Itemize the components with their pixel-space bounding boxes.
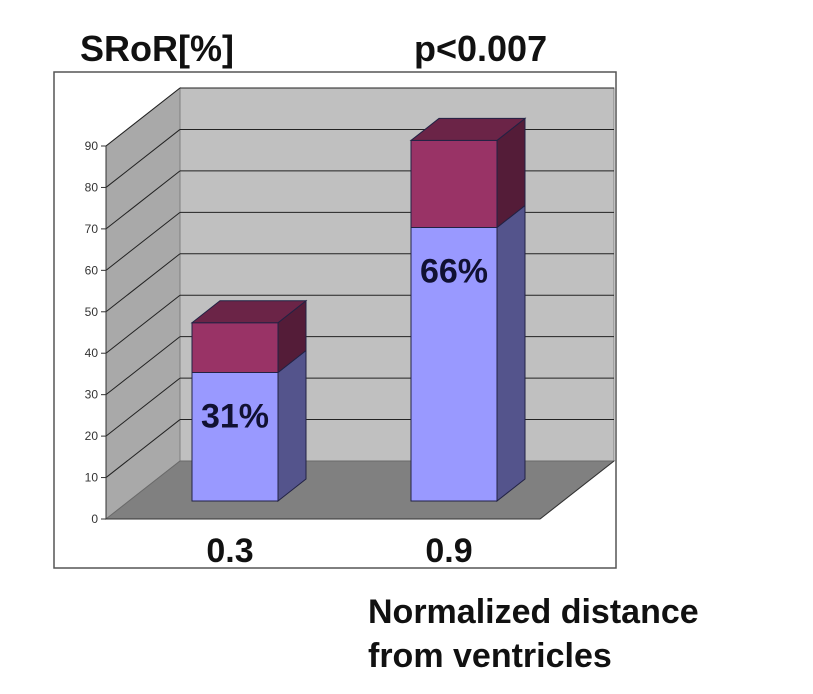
x-axis-title: Normalized distance from ventricles — [368, 590, 699, 678]
data-label: 66% — [420, 252, 488, 290]
chart-bars — [190, 117, 527, 503]
y-tick-label: 30 — [85, 388, 99, 402]
chart-walls — [104, 86, 616, 521]
x-axis-title-line2: from ventricles — [368, 637, 612, 675]
bar-0-lower-side — [277, 349, 307, 503]
chart-title: p<0.007 — [414, 28, 548, 69]
chart-labels: 31% 0.3 66% 0.9 — [201, 252, 488, 570]
bar-0-upper-top — [190, 300, 308, 324]
bar-0-upper-front — [191, 322, 279, 374]
y-tick-label: 0 — [91, 512, 98, 526]
chart-gridlines — [105, 87, 614, 478]
y-tick-label: 40 — [85, 346, 99, 360]
y-tick-label: 10 — [85, 471, 99, 485]
x-axis-depth-line — [539, 460, 615, 520]
gridline-side — [105, 253, 181, 313]
floor — [104, 460, 616, 520]
data-label: 31% — [201, 398, 269, 436]
gridline-side — [105, 377, 181, 437]
gridline-side — [105, 87, 181, 147]
bar-0-lower-front — [191, 372, 279, 502]
bar-1-lower-side — [496, 204, 526, 503]
y-tick-label: 70 — [85, 222, 99, 236]
x-tick-label: 0.3 — [206, 532, 253, 570]
gridline-side — [105, 294, 181, 354]
x-axis-title-line1: Normalized distance — [368, 593, 699, 631]
y-tick-label: 50 — [85, 305, 99, 319]
gridline-side — [105, 211, 181, 271]
x-tick-label: 0.9 — [425, 532, 472, 570]
gridline-side — [105, 170, 181, 230]
gridline-side — [105, 419, 181, 478]
gridline-side — [105, 336, 181, 396]
bar-1-upper-top — [409, 117, 527, 141]
y-tick-label: 90 — [85, 139, 99, 153]
gridline-side — [105, 129, 181, 188]
chart-ylabel: SRoR[%] — [80, 28, 234, 69]
y-axis: 0 10 20 30 40 50 60 70 80 90 — [85, 139, 615, 526]
bar-1-upper-front — [410, 139, 498, 228]
y-tick-label: 60 — [85, 263, 99, 277]
y-tick-label: 80 — [85, 180, 99, 194]
y-tick-label: 20 — [85, 429, 99, 443]
